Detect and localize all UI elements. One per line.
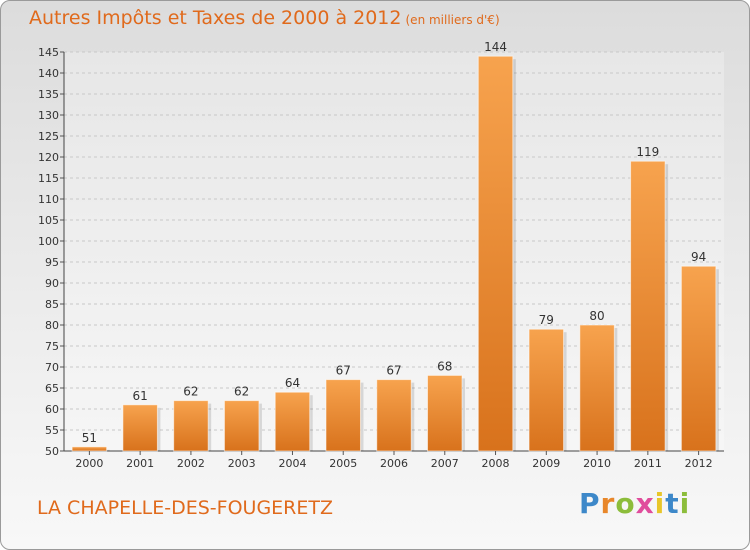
bar (528, 328, 565, 452)
bar (71, 446, 108, 452)
logo-letter: r (600, 487, 616, 520)
bar (579, 324, 615, 452)
data-label: 67 (336, 364, 351, 378)
data-label: 144 (484, 40, 507, 54)
data-label: 62 (234, 385, 249, 399)
y-tick-label: 65 (45, 382, 59, 395)
bar (427, 374, 463, 452)
y-tick-label: 100 (38, 235, 59, 248)
y-tick-label: 85 (45, 298, 59, 311)
chart-title: Autres Impôts et Taxes de 2000 à 2012 (29, 7, 402, 29)
x-tick-label: 2007 (431, 457, 459, 470)
x-tick-label: 2012 (685, 457, 713, 470)
bar (325, 379, 361, 452)
y-tick-label: 115 (38, 172, 59, 185)
y-tick-label: 60 (45, 403, 59, 416)
bar (223, 400, 260, 452)
data-label: 67 (386, 364, 401, 378)
y-tick-label: 140 (38, 67, 59, 80)
data-label: 119 (636, 145, 659, 159)
logo-letter: i (654, 487, 666, 520)
y-tick-label: 90 (45, 277, 59, 290)
bar (477, 55, 514, 452)
y-tick-label: 70 (45, 361, 59, 374)
y-tick-label: 120 (38, 151, 59, 164)
y-tick-label: 105 (38, 214, 59, 227)
y-tick-label: 50 (45, 445, 59, 458)
y-tick-label: 130 (38, 109, 59, 122)
logo-letter: P (579, 487, 601, 520)
logo-letter: x (635, 487, 655, 520)
x-tick-label: 2008 (482, 457, 510, 470)
bar (680, 265, 717, 452)
place-name: LA CHAPELLE-DES-FOUGERETZ (37, 497, 334, 519)
x-tick-label: 2000 (75, 457, 103, 470)
bar (122, 404, 158, 452)
data-label: 94 (691, 250, 706, 264)
data-label: 80 (589, 309, 604, 323)
y-tick-label: 95 (45, 256, 59, 269)
y-tick-label: 55 (45, 424, 59, 437)
x-tick-label: 2009 (532, 457, 560, 470)
x-tick-label: 2011 (634, 457, 662, 470)
data-label: 61 (133, 389, 148, 403)
y-tick-label: 80 (45, 319, 59, 332)
data-label: 64 (285, 376, 300, 390)
logo-letter: o (615, 487, 636, 520)
proxiti-logo: Proxiti (579, 487, 690, 520)
y-tick-label: 75 (45, 340, 59, 353)
data-label: 68 (437, 359, 452, 373)
bar (173, 400, 209, 452)
chart-title-block: Autres Impôts et Taxes de 2000 à 2012 (en… (29, 7, 500, 29)
bar (274, 391, 311, 452)
data-label: 51 (82, 431, 97, 445)
y-tick-label: 145 (38, 46, 59, 59)
data-label: 79 (539, 313, 554, 327)
x-tick-label: 2006 (380, 457, 408, 470)
y-tick-label: 110 (38, 193, 59, 206)
x-tick-label: 2002 (177, 457, 205, 470)
data-label: 62 (183, 385, 198, 399)
logo-letter: t (665, 487, 680, 520)
x-tick-label: 2001 (126, 457, 154, 470)
y-tick-label: 125 (38, 130, 59, 143)
bar (630, 160, 666, 452)
logo-letter: i (679, 487, 691, 520)
x-tick-label: 2003 (228, 457, 256, 470)
y-tick-label: 135 (38, 88, 59, 101)
chart-subtitle: (en milliers d'€) (405, 13, 500, 27)
x-tick-label: 2004 (278, 457, 306, 470)
x-tick-label: 2005 (329, 457, 357, 470)
x-tick-label: 2010 (583, 457, 611, 470)
bar (376, 379, 412, 452)
